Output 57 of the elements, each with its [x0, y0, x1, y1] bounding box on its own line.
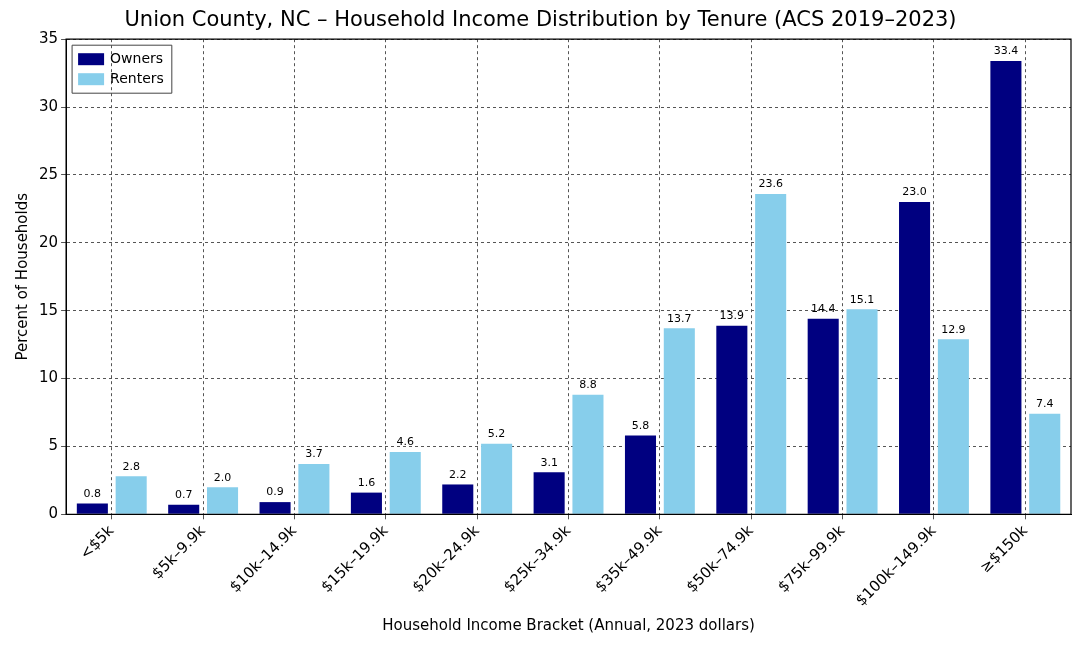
- legend-label: Renters: [110, 69, 164, 86]
- bar: [76, 503, 108, 514]
- data-label: 23.6: [758, 177, 783, 191]
- bar: [259, 502, 291, 514]
- y-tick-label: 20: [38, 232, 59, 251]
- y-tick-label: 5: [48, 436, 59, 455]
- data-label: 5.8: [631, 418, 650, 432]
- data-label: 15.1: [849, 292, 875, 306]
- bar: [937, 339, 969, 514]
- data-label: 3.7: [305, 447, 323, 461]
- bar: [168, 504, 200, 514]
- bar: [716, 325, 748, 514]
- bar: [624, 435, 657, 514]
- data-label: 2.0: [213, 470, 232, 484]
- data-label: 2.8: [122, 459, 140, 473]
- bar: [572, 394, 604, 514]
- bar: [755, 193, 787, 514]
- data-label: 1.6: [357, 475, 376, 489]
- bar: [298, 464, 330, 514]
- bar: [533, 472, 565, 514]
- y-axis-title: Percent of Households: [12, 192, 31, 361]
- data-label: 12.9: [941, 322, 966, 336]
- y-tick-label: 10: [38, 368, 59, 387]
- y-tick-label: 35: [38, 29, 59, 48]
- bar: [663, 328, 695, 514]
- data-label: 13.9: [719, 308, 745, 322]
- data-label: 0.8: [83, 486, 102, 500]
- data-label: 8.8: [579, 378, 597, 392]
- bar: [807, 318, 839, 514]
- bar: [899, 202, 931, 514]
- bar: [990, 60, 1022, 514]
- chart-title: Union County, NC – Household Income Distribution by Tenure (ACS 2019–2023): [124, 7, 957, 32]
- y-tick-label: 0: [48, 504, 59, 523]
- data-label: 2.2: [449, 467, 467, 481]
- data-label: 4.6: [396, 435, 414, 449]
- data-label: 23.0: [902, 185, 927, 199]
- y-tick-label: 15: [38, 300, 59, 319]
- bar: [442, 484, 474, 514]
- data-label: 33.4: [993, 44, 1019, 58]
- bar: [115, 476, 147, 514]
- data-label: 3.1: [540, 455, 558, 469]
- y-tick-label: 30: [38, 96, 59, 115]
- x-axis-title: Household Income Bracket (Annual, 2023 dollars): [382, 615, 755, 634]
- bar: [350, 492, 382, 514]
- bar: [846, 309, 878, 514]
- y-tick-label: 25: [38, 164, 59, 183]
- bar: [207, 487, 239, 514]
- bar: [389, 451, 421, 514]
- bar: [1029, 413, 1061, 514]
- data-label: 5.2: [487, 427, 506, 441]
- data-label: 14.4: [810, 302, 836, 316]
- data-label: 7.4: [1035, 397, 1054, 411]
- legend-label: Owners: [110, 49, 164, 66]
- data-label: 0.9: [266, 485, 284, 499]
- data-label: 0.7: [174, 488, 193, 502]
- bar: [481, 443, 513, 514]
- data-label: 13.7: [667, 311, 692, 325]
